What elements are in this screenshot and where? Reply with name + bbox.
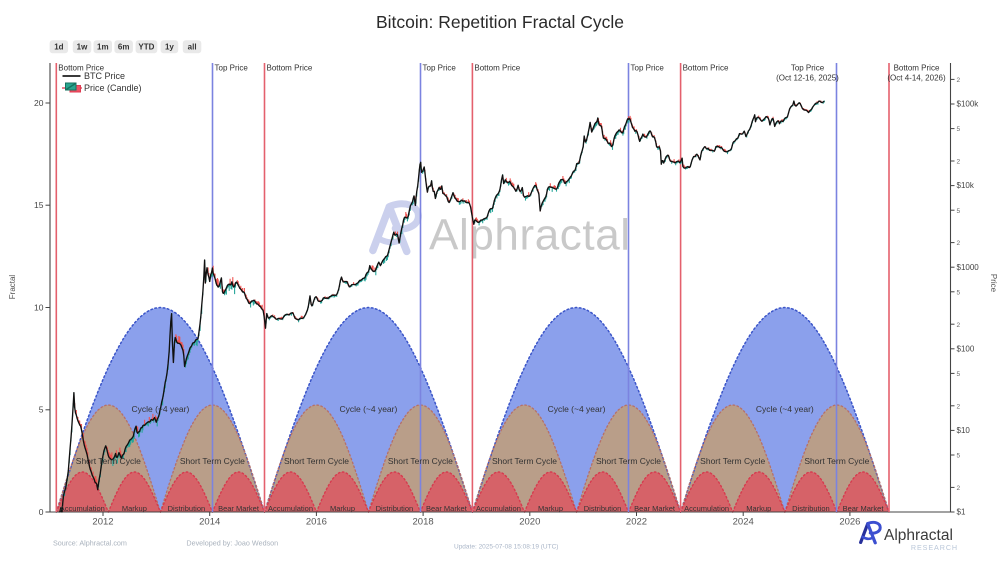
svg-text:Developed by: Joao Wedson: Developed by: Joao Wedson: [186, 538, 278, 547]
svg-text:5: 5: [39, 405, 44, 415]
svg-text:$10k: $10k: [957, 181, 975, 190]
svg-text:Accumulation: Accumulation: [684, 504, 729, 513]
svg-text:Markup: Markup: [746, 504, 771, 513]
svg-text:$100: $100: [957, 344, 975, 353]
svg-text:Distribution: Distribution: [376, 504, 414, 513]
svg-text:2024: 2024: [733, 517, 754, 528]
svg-text:Markup: Markup: [122, 504, 147, 513]
svg-text:Cycle (~4 year): Cycle (~4 year): [756, 404, 814, 414]
svg-text:5: 5: [957, 126, 961, 133]
svg-text:Alphractal: Alphractal: [429, 211, 631, 260]
svg-text:Bottom Price: Bottom Price: [683, 64, 729, 73]
svg-text:6m: 6m: [118, 43, 130, 52]
svg-text:YTD: YTD: [138, 43, 154, 52]
svg-text:5: 5: [957, 453, 961, 460]
svg-text:Cycle (~4 year): Cycle (~4 year): [339, 404, 397, 414]
svg-text:Short Term Cycle: Short Term Cycle: [492, 456, 557, 466]
svg-text:2: 2: [957, 322, 961, 329]
svg-text:2: 2: [957, 240, 961, 247]
svg-text:Distribution: Distribution: [584, 504, 622, 513]
svg-text:2: 2: [957, 403, 961, 410]
svg-text:Fractal: Fractal: [8, 275, 17, 300]
svg-text:Bear Market: Bear Market: [426, 504, 468, 513]
svg-text:Bear Market: Bear Market: [843, 504, 885, 513]
svg-text:Distribution: Distribution: [168, 504, 206, 513]
svg-text:5: 5: [957, 371, 961, 378]
svg-text:$100k: $100k: [957, 100, 980, 109]
svg-text:Short Term Cycle: Short Term Cycle: [700, 456, 765, 466]
svg-text:Bear Market: Bear Market: [634, 504, 676, 513]
svg-text:15: 15: [34, 200, 44, 210]
svg-text:Short Term Cycle: Short Term Cycle: [596, 456, 661, 466]
svg-text:20: 20: [34, 98, 44, 108]
svg-text:Top Price: Top Price: [423, 64, 457, 73]
svg-text:Short Term Cycle: Short Term Cycle: [76, 456, 141, 466]
svg-text:2014: 2014: [199, 517, 220, 528]
svg-text:(Oct 4-14, 2026): (Oct 4-14, 2026): [887, 74, 946, 83]
svg-text:1w: 1w: [77, 43, 88, 52]
svg-text:Short Term Cycle: Short Term Cycle: [180, 456, 245, 466]
svg-text:Top Price: Top Price: [791, 64, 825, 73]
svg-text:$10: $10: [957, 426, 971, 435]
svg-text:Accumulation: Accumulation: [476, 504, 521, 513]
svg-text:$1000: $1000: [957, 263, 980, 272]
svg-text:Top Price: Top Price: [631, 64, 665, 73]
svg-text:5: 5: [957, 208, 961, 215]
svg-text:Price (Candle): Price (Candle): [84, 83, 142, 93]
svg-text:Bitcoin: Repetition Fractal Cy: Bitcoin: Repetition Fractal Cycle: [376, 12, 624, 32]
svg-text:Cycle (~4 year): Cycle (~4 year): [131, 404, 189, 414]
svg-text:2: 2: [957, 485, 961, 492]
svg-text:Bottom Price: Bottom Price: [267, 64, 313, 73]
svg-text:Bear Market: Bear Market: [218, 504, 260, 513]
svg-text:10: 10: [34, 302, 44, 312]
svg-text:BTC Price: BTC Price: [84, 71, 125, 81]
svg-text:2: 2: [957, 159, 961, 166]
svg-text:1y: 1y: [165, 43, 174, 52]
svg-text:(Oct 12-16, 2025): (Oct 12-16, 2025): [776, 74, 839, 83]
svg-text:2020: 2020: [519, 517, 540, 528]
svg-text:Markup: Markup: [538, 504, 563, 513]
svg-text:all: all: [188, 43, 197, 52]
svg-text:Alphractal: Alphractal: [884, 527, 953, 544]
svg-text:2026: 2026: [839, 517, 860, 528]
svg-text:Accumulation: Accumulation: [60, 504, 105, 513]
svg-text:2018: 2018: [413, 517, 434, 528]
svg-text:1d: 1d: [54, 43, 63, 52]
svg-text:Update: 2025-07-08 15:08:19 (U: Update: 2025-07-08 15:08:19 (UTC): [454, 544, 558, 551]
svg-text:Markup: Markup: [330, 504, 355, 513]
svg-text:2012: 2012: [92, 517, 113, 528]
svg-text:1m: 1m: [97, 43, 109, 52]
svg-text:Accumulation: Accumulation: [268, 504, 313, 513]
svg-text:Price: Price: [989, 274, 998, 293]
svg-text:0: 0: [39, 507, 44, 517]
svg-text:Distribution: Distribution: [792, 504, 830, 513]
svg-text:Cycle (~4 year): Cycle (~4 year): [548, 404, 606, 414]
svg-text:Bottom Price: Bottom Price: [894, 64, 940, 73]
svg-text:Short Term Cycle: Short Term Cycle: [284, 456, 349, 466]
svg-text:Bottom Price: Bottom Price: [474, 64, 520, 73]
svg-text:$1: $1: [957, 508, 966, 517]
svg-text:RESEARCH: RESEARCH: [911, 543, 958, 552]
svg-text:Bottom Price: Bottom Price: [58, 64, 104, 73]
svg-text:Short Term Cycle: Short Term Cycle: [388, 456, 453, 466]
svg-text:Short Term Cycle: Short Term Cycle: [804, 456, 869, 466]
svg-text:2016: 2016: [306, 517, 327, 528]
svg-text:Top Price: Top Price: [215, 64, 249, 73]
svg-text:2022: 2022: [626, 517, 647, 528]
svg-text:2: 2: [957, 77, 961, 84]
svg-text:Source: Alphractal.com: Source: Alphractal.com: [53, 538, 127, 547]
svg-text:5: 5: [957, 289, 961, 296]
